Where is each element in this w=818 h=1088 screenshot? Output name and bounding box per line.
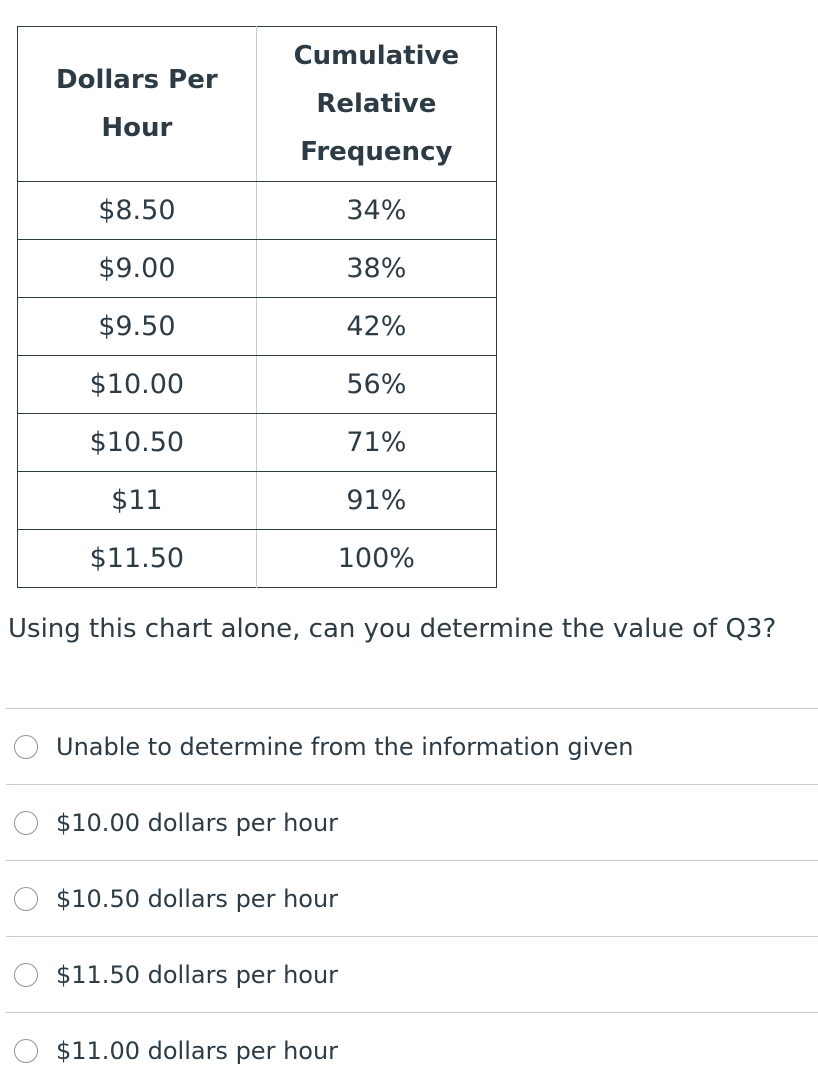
- header-line: Dollars Per: [56, 65, 218, 95]
- cell-dollars: $11.50: [17, 529, 257, 588]
- answer-option[interactable]: $10.50 dollars per hour: [6, 860, 818, 936]
- header-dollars-per-hour: Dollars Per Hour: [17, 26, 257, 182]
- question-text: Using this chart alone, can you determin…: [8, 614, 777, 644]
- answer-option[interactable]: $11.50 dollars per hour: [6, 936, 818, 1012]
- table-row: $8.50 34%: [17, 181, 497, 240]
- cell-frequency: 91%: [256, 471, 497, 530]
- table-row: $9.00 38%: [17, 239, 497, 298]
- table-row: $10.00 56%: [17, 355, 497, 414]
- answer-label: Unable to determine from the information…: [56, 732, 634, 761]
- table-row: $11.50 100%: [17, 529, 497, 588]
- cell-dollars: $8.50: [17, 181, 257, 240]
- answer-label: $10.00 dollars per hour: [56, 808, 339, 837]
- header-line: Cumulative: [293, 41, 460, 71]
- cell-frequency: 71%: [256, 413, 497, 472]
- cell-frequency: 42%: [256, 297, 497, 356]
- header-cumulative-relative-frequency: Cumulative Relative Frequency: [256, 26, 497, 182]
- frequency-table: Dollars Per Hour Cumulative Relative Fre…: [17, 26, 497, 588]
- header-line: Relative: [316, 89, 437, 119]
- answer-option[interactable]: $11.00 dollars per hour: [6, 1012, 818, 1088]
- cell-dollars: $10.50: [17, 413, 257, 472]
- cell-dollars: $11: [17, 471, 257, 530]
- cell-frequency: 56%: [256, 355, 497, 414]
- radio-button[interactable]: [14, 962, 38, 987]
- answer-label: $11.50 dollars per hour: [56, 960, 339, 989]
- table-row: $11 91%: [17, 471, 497, 530]
- answer-option[interactable]: Unable to determine from the information…: [6, 708, 818, 784]
- answer-label: $11.00 dollars per hour: [56, 1036, 339, 1065]
- table-header-row: Dollars Per Hour Cumulative Relative Fre…: [17, 26, 497, 182]
- answer-list: Unable to determine from the information…: [6, 708, 818, 1088]
- table-row: $9.50 42%: [17, 297, 497, 356]
- cell-frequency: 100%: [337, 543, 415, 574]
- cell-dollars: $9.00: [17, 239, 257, 298]
- radio-button[interactable]: [14, 810, 38, 835]
- cell-frequency: 38%: [256, 239, 497, 298]
- radio-button[interactable]: [14, 1038, 38, 1063]
- radio-button[interactable]: [14, 886, 38, 911]
- cell-frequency: 34%: [256, 181, 497, 240]
- answer-option[interactable]: $10.00 dollars per hour: [6, 784, 818, 860]
- header-line: Hour: [101, 113, 173, 143]
- cell-dollars: $9.50: [17, 297, 257, 356]
- radio-button[interactable]: [14, 734, 38, 759]
- header-line: Frequency: [300, 137, 453, 167]
- answer-label: $10.50 dollars per hour: [56, 884, 339, 913]
- cell-dollars: $10.00: [17, 355, 257, 414]
- table-row: $10.50 71%: [17, 413, 497, 472]
